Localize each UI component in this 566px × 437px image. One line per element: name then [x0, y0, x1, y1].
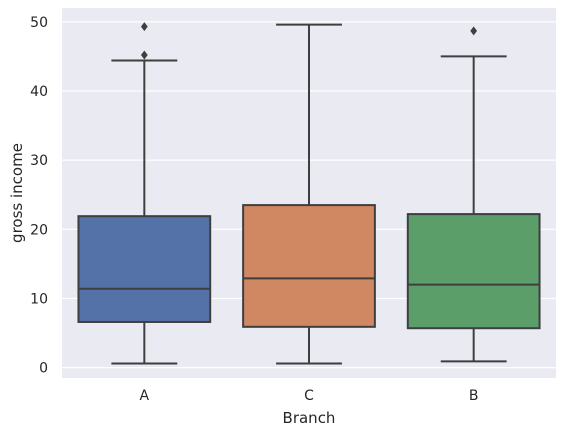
outlier-point	[140, 22, 148, 32]
y-tick-label: 50	[30, 15, 48, 31]
x-tick-label: B	[469, 388, 479, 404]
outlier-point	[140, 50, 148, 60]
box-B	[406, 26, 541, 363]
y-axis-label: gross income	[8, 143, 26, 243]
iqr-box	[77, 215, 212, 323]
x-tick-label: A	[140, 388, 150, 404]
iqr-box	[406, 213, 541, 330]
y-tick-label: 10	[30, 291, 48, 307]
box-C	[242, 23, 376, 365]
tick-labels: 0 10 20 30 40 50 A C B	[30, 15, 478, 404]
y-tick-label: 30	[30, 153, 48, 169]
x-tick-label: C	[304, 388, 314, 404]
outlier-point	[470, 26, 478, 36]
boxes	[77, 22, 541, 365]
y-tick-label: 0	[39, 361, 48, 377]
y-tick-label: 40	[30, 84, 48, 100]
box-A	[77, 22, 212, 365]
iqr-box	[242, 204, 376, 328]
x-axis-label: Branch	[283, 409, 336, 427]
y-tick-label: 20	[30, 222, 48, 238]
